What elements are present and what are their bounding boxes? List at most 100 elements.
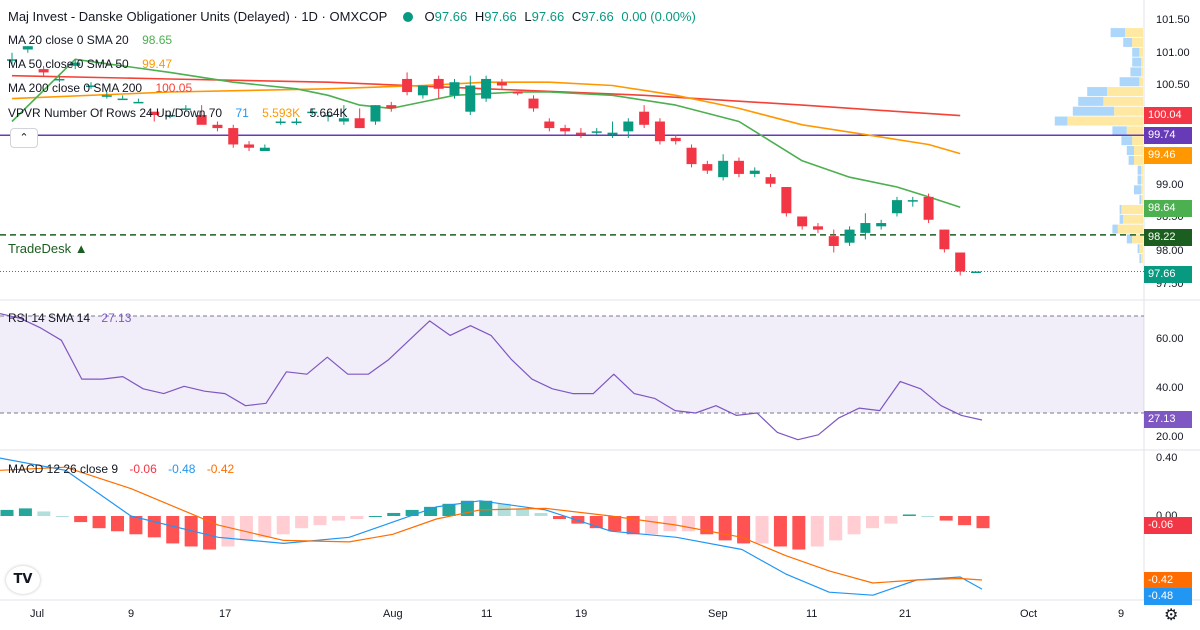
macd-histogram-bar (773, 516, 787, 547)
ma50-line (11, 81, 961, 155)
candle-up (101, 95, 112, 97)
macd-histogram-bar (350, 516, 364, 520)
price-axis-label: 101.50 (1156, 14, 1190, 26)
settings-gear-icon[interactable]: ⚙ (1164, 607, 1179, 624)
macd-histogram-bar (681, 516, 695, 532)
x-axis-label: Sep (708, 608, 728, 620)
candle-down (38, 69, 49, 73)
volume-profile-down-bar (1067, 116, 1143, 126)
candle-up (86, 85, 97, 87)
legend-vpvr-label: VPVR Number Of Rows 24 Up/Down 70 (8, 106, 223, 120)
candle-down (560, 128, 571, 132)
volume-profile-down-bar (1141, 57, 1143, 67)
macd-histogram-bar (166, 516, 180, 544)
candle-down (955, 252, 966, 272)
volume-profile-down-bar (1103, 96, 1143, 106)
collapse-legend-button[interactable]: ⌃ (10, 128, 38, 148)
x-axis-label: Aug (383, 608, 403, 620)
candle-down (797, 216, 808, 227)
candle-up (844, 229, 855, 243)
candle-up (607, 132, 618, 135)
volume-profile-up-bar (1130, 67, 1142, 77)
macd-histogram-bar (976, 516, 990, 529)
macd-histogram-bar (0, 509, 14, 516)
tradingview-logo[interactable]: TV (6, 566, 40, 594)
legend-ma20-label: MA 20 close 0 SMA 20 (8, 33, 129, 47)
macd-histogram-bar (792, 516, 806, 550)
signal-tag: -0.42 (1144, 572, 1192, 589)
x-axis-label: Jul (30, 608, 45, 620)
x-axis-label: 21 (899, 608, 912, 620)
legend-ma20[interactable]: MA 20 close 0 SMA 20 98.65 (8, 33, 176, 47)
candle-up (7, 59, 17, 61)
macd-histogram-bar (18, 508, 32, 516)
candle-up (133, 101, 144, 104)
chevron-up-icon: ⌃ (19, 132, 29, 144)
macd-histogram-bar (258, 516, 272, 538)
ma200-price-tag: 100.04 (1144, 107, 1192, 124)
macd-histogram-bar (129, 516, 143, 535)
macd-histogram-bar (110, 516, 124, 532)
legend-vpvr[interactable]: VPVR Number Of Rows 24 Up/Down 70 71 5.5… (8, 106, 352, 120)
legend-rsi[interactable]: RSI 14 SMA 14 27.13 (8, 311, 135, 325)
rsi-band (0, 316, 1144, 413)
x-axis-label: 11 (481, 608, 493, 620)
candle-up (22, 46, 33, 50)
macd-histogram-bar (626, 516, 640, 535)
candle-up (971, 271, 981, 274)
volume-profile-up-bar (1112, 224, 1118, 234)
candle-down (923, 196, 934, 220)
volume-profile-down-bar (1141, 175, 1143, 185)
rsi-axis-label: 60.00 (1156, 333, 1184, 345)
volume-profile-down-bar (1107, 87, 1143, 97)
volume-profile-down-bar (1132, 37, 1143, 47)
candle-up (449, 82, 460, 96)
legend-ma200-label: MA 200 close 0 SMA 200 (8, 81, 143, 95)
macd-histogram-bar (276, 516, 290, 535)
candle-up (54, 78, 65, 81)
candle-up (70, 62, 81, 66)
candle-up (860, 223, 871, 233)
legend-macd-hist: -0.06 (129, 462, 157, 476)
macd-histogram-bar (313, 516, 327, 526)
legend-ma50[interactable]: MA 50 close 0 SMA 50 99.47 (8, 57, 176, 71)
volume-profile-up-bar (1119, 204, 1122, 214)
candle-up (481, 78, 492, 99)
candle-down (244, 144, 255, 148)
candle-up (876, 223, 887, 227)
candle-up (749, 170, 760, 174)
volume-profile-up-bar (1121, 136, 1133, 146)
candle-up (370, 105, 381, 122)
volume-profile-up-bar (1132, 57, 1142, 67)
macd-histogram-bar (552, 516, 566, 520)
last-price-tag: 97.66 (1144, 266, 1192, 283)
rsi-axis-label: 20.00 (1156, 431, 1184, 443)
macd-histogram-bar (939, 516, 953, 521)
candle-up (165, 114, 176, 117)
candle-up (291, 121, 302, 124)
legend-ma200-value: 100.05 (155, 81, 193, 95)
volume-profile-down-bar (1141, 254, 1143, 264)
candle-up (907, 200, 918, 202)
x-axis-label: 17 (219, 608, 232, 620)
macd-histogram-bar (645, 516, 659, 535)
candle-down (639, 111, 650, 125)
legend-ma200[interactable]: MA 200 close 0 SMA 200 100.05 (8, 81, 196, 95)
legend-macd[interactable]: MACD 12 26 close 9 -0.06 -0.48 -0.42 (8, 462, 238, 476)
macd-histogram-bar (405, 509, 419, 516)
candle-up (417, 85, 428, 96)
candle-up (718, 160, 729, 178)
macd-histogram-bar (387, 512, 401, 516)
macd-hist-tag: -0.06 (1144, 517, 1192, 534)
rsi-axis-label: 40.00 (1156, 382, 1184, 394)
candle-down (939, 229, 950, 250)
macd-histogram-bar (902, 514, 916, 516)
candle-down (828, 236, 839, 246)
ma50-price-tag: 99.46 (1144, 147, 1192, 164)
volume-profile-down-bar (1139, 77, 1143, 87)
volume-profile-up-bar (1137, 175, 1142, 185)
ohlc-open: 97.66 (434, 9, 468, 24)
macd-histogram-bar (239, 516, 253, 541)
x-axis-label: 19 (575, 608, 588, 620)
